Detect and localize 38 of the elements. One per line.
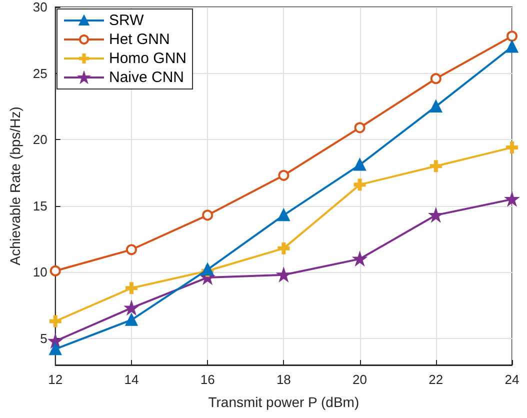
point — [50, 265, 61, 276]
point — [430, 73, 442, 84]
point — [354, 158, 366, 171]
point — [430, 100, 442, 112]
point — [278, 170, 290, 181]
x-tick-label: 24 — [504, 372, 520, 387]
point — [49, 343, 62, 356]
point — [202, 210, 214, 221]
legend-label: Homo GNN — [109, 50, 187, 67]
point — [354, 178, 366, 191]
point — [430, 160, 442, 172]
point — [125, 314, 138, 326]
x-tick-label: 14 — [124, 372, 139, 387]
legend-label: Het GNN — [109, 31, 170, 48]
legend-label: SRW — [109, 12, 145, 29]
x-axis-title: Transmit power P (dBm) — [208, 394, 360, 410]
point — [278, 242, 290, 254]
y-tick-label: 5 — [40, 330, 48, 346]
x-tick-label: 20 — [352, 372, 368, 387]
point — [126, 244, 137, 256]
y-tick-label: 15 — [32, 198, 48, 214]
y-tick-label: 10 — [32, 264, 48, 280]
y-axis-title: Achievable Rate (bps/Hz) — [7, 106, 23, 266]
x-tick-label: 12 — [48, 372, 63, 387]
point — [278, 209, 290, 222]
point — [506, 142, 518, 154]
x-tick-label: 22 — [428, 372, 444, 387]
y-tick-label: 30 — [32, 0, 48, 14]
x-tick-label: 16 — [200, 372, 215, 387]
point — [506, 30, 518, 42]
point — [506, 40, 518, 53]
point — [49, 315, 62, 328]
point — [125, 282, 138, 294]
y-tick-label: 20 — [32, 132, 48, 148]
point — [354, 122, 366, 134]
x-tick-label: 18 — [276, 372, 291, 387]
legend-label: Naive CNN — [109, 69, 184, 86]
y-tick-label: 25 — [32, 66, 48, 81]
